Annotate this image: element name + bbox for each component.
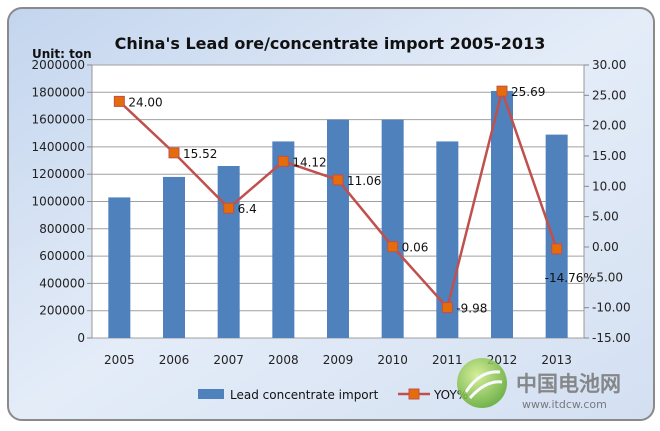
y-right-tick-label: 5.00 (592, 210, 619, 224)
x-tick-label: 2010 (377, 353, 408, 367)
bar-2010 (381, 119, 404, 338)
watermark-url: www.itdcw.com (522, 398, 607, 411)
y-left-tick-label: 1800000 (32, 85, 85, 99)
yoy-marker-2006 (168, 147, 180, 159)
yoy-marker-2009 (332, 174, 344, 186)
y-left-tick-label: 200000 (39, 304, 85, 318)
y-right-tick-label: 10.00 (592, 179, 626, 193)
x-tick-label: 2009 (323, 353, 354, 367)
yoy-marker-2008 (277, 155, 289, 167)
y-right-tick-label: 25.00 (592, 88, 626, 102)
yoy-marker-2011 (441, 302, 453, 314)
watermark-logo: 中国电池网 www.itdcw.com (457, 358, 621, 411)
y-left-tick-label: 1600000 (32, 113, 85, 127)
y-right-tick-label: -5.00 (592, 270, 623, 284)
bar-2009 (327, 119, 349, 338)
legend-label-bar: Lead concentrate import (230, 388, 379, 402)
x-tick-label: 2008 (268, 353, 299, 367)
bar-2013 (545, 134, 568, 338)
y-right-tick-label: 0.00 (592, 240, 619, 254)
yoy-marker-2007 (223, 202, 235, 214)
unit-label: Unit: ton (32, 47, 92, 61)
yoy-data-label: 15.52 (183, 147, 217, 161)
legend-swatch-bar (198, 389, 224, 399)
yoy-data-label: 6.4 (238, 202, 257, 216)
y-right-tick-label: 30.00 (592, 58, 626, 72)
y-left-tick-label: 2000000 (32, 58, 85, 72)
yoy-data-label: 0.06 (402, 241, 429, 255)
legend-swatch-marker (408, 388, 420, 400)
x-tick-label: 2006 (159, 353, 190, 367)
yoy-data-label: 14.12 (292, 155, 326, 169)
y-left-tick-label: 1200000 (32, 167, 85, 181)
bar-2005 (108, 197, 131, 338)
y-left-tick-label: 1000000 (32, 195, 85, 209)
chart-title: China's Lead ore/concentrate import 2005… (115, 34, 546, 53)
y-right-tick-label: -15.00 (592, 331, 631, 345)
yoy-data-label: 25.69 (511, 85, 545, 99)
bar-2007 (217, 166, 240, 338)
watermark-text: 中国电池网 (516, 372, 621, 396)
y-left-tick-label: 600000 (39, 249, 85, 263)
bar-2006 (163, 176, 185, 338)
yoy-data-label: -9.98 (456, 302, 487, 316)
x-tick-label: 2013 (541, 353, 572, 367)
x-tick-label: 2007 (213, 353, 244, 367)
y-left-tick-label: 0 (77, 331, 85, 345)
yoy-data-label: 11.06 (347, 174, 381, 188)
y-left-tick-label: 800000 (39, 222, 85, 236)
y-right-tick-label: 20.00 (592, 119, 626, 133)
bar-2012 (491, 90, 513, 338)
yoy-data-label: -14.76% (545, 271, 595, 285)
yoy-marker-2013 (551, 243, 563, 255)
bar-2008 (272, 141, 295, 338)
yoy-data-label: 24.00 (128, 95, 162, 109)
legend: Lead concentrate import YOY% (198, 388, 468, 402)
y-right-tick-label: -10.00 (592, 301, 631, 315)
yoy-marker-2012 (496, 85, 508, 97)
y-right-tick-label: 15.00 (592, 149, 626, 163)
yoy-marker-2005 (113, 95, 125, 107)
y-left-tick-label: 400000 (39, 276, 85, 290)
yoy-marker-2010 (387, 241, 399, 253)
x-tick-label: 2005 (104, 353, 135, 367)
x-tick-label: 2011 (432, 353, 463, 367)
y-left-tick-label: 1400000 (32, 140, 85, 154)
